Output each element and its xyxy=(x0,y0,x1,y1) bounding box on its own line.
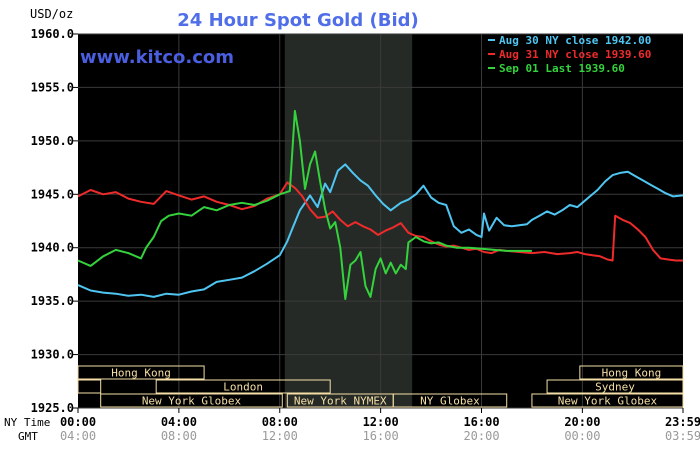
series-line-1 xyxy=(77,181,683,262)
x-tick-label-gmt: 12:00 xyxy=(262,429,298,443)
x-row-label-ny: NY Time xyxy=(4,416,50,429)
session-bar xyxy=(100,393,283,408)
session-bar xyxy=(531,393,684,408)
x-tick-label-gmt: 03:59 xyxy=(665,429,700,443)
x-tick-label-ny: 12:00 xyxy=(363,415,399,429)
session-bar xyxy=(77,365,205,380)
session-label: Sydney xyxy=(595,381,635,394)
date-label: September 01, 2023 23:59 xyxy=(488,17,661,31)
session-bar xyxy=(155,379,331,394)
y-unit-label: USD/oz xyxy=(30,7,73,21)
session-bar xyxy=(579,365,684,380)
y-axis-ticks: 1960.0 1955.0 1950.0 1945.0 1940.0 1935.0 1930… xyxy=(31,27,78,415)
session-bar xyxy=(77,379,102,394)
x-row-label-gmt: GMT xyxy=(18,430,38,443)
session-bar xyxy=(546,379,684,394)
y-tick-label: 1925.0 xyxy=(31,401,74,415)
website-label: www.kitco.com xyxy=(80,47,234,68)
session-label: NY Globex xyxy=(420,395,480,408)
x-axis-ticks: 00:0004:0004:0008:0008:0012:0012:0016:00… xyxy=(60,408,700,443)
x-tick-label-gmt: 20:00 xyxy=(463,429,499,443)
session-label: New York NYMEX xyxy=(294,395,387,408)
legend-label-sep01: Sep 01 Last 1939.60 xyxy=(499,62,625,75)
series-line-2 xyxy=(77,109,532,300)
chart-title: 24 Hour Spot Gold (Bid) xyxy=(177,10,418,31)
x-tick-label-ny: 04:00 xyxy=(161,415,197,429)
y-tick-label: 1940.0 xyxy=(31,241,74,255)
session-label: Hong Kong xyxy=(111,367,171,380)
y-tick-label: 1955.0 xyxy=(31,80,74,94)
y-tick-label: 1950.0 xyxy=(31,134,74,148)
x-tick-label-ny: 23:59 xyxy=(665,415,700,429)
legend: Aug 30 NY close 1942.00 Aug 31 NY close … xyxy=(488,34,651,75)
series-line-0 xyxy=(77,163,684,298)
session-label: London xyxy=(223,381,263,394)
y-tick-label: 1930.0 xyxy=(31,348,74,362)
session-label: New York Globex xyxy=(142,395,242,408)
x-tick-label-ny: 00:00 xyxy=(60,415,96,429)
x-tick-label-gmt: 00:00 xyxy=(564,429,600,443)
y-tick-label: 1945.0 xyxy=(31,187,74,201)
legend-label-aug31: Aug 31 NY close 1939.60 xyxy=(499,48,651,61)
y-tick-label: 1960.0 xyxy=(31,27,74,41)
y-tick-label: 1935.0 xyxy=(31,294,74,308)
x-tick-label-gmt: 04:00 xyxy=(60,429,96,443)
x-tick-label-ny: 20:00 xyxy=(564,415,600,429)
legend-label-aug30: Aug 30 NY close 1942.00 xyxy=(499,34,651,47)
series-lines xyxy=(77,109,684,300)
trading-session-highlight xyxy=(284,34,413,408)
x-tick-label-gmt: 16:00 xyxy=(363,429,399,443)
session-label: Hong Kong xyxy=(602,367,662,380)
x-tick-label-ny: 16:00 xyxy=(463,415,499,429)
x-tick-label-gmt: 08:00 xyxy=(161,429,197,443)
x-tick-label-ny: 08:00 xyxy=(262,415,298,429)
session-bar xyxy=(392,393,508,408)
session-label: New York Globex xyxy=(558,395,658,408)
